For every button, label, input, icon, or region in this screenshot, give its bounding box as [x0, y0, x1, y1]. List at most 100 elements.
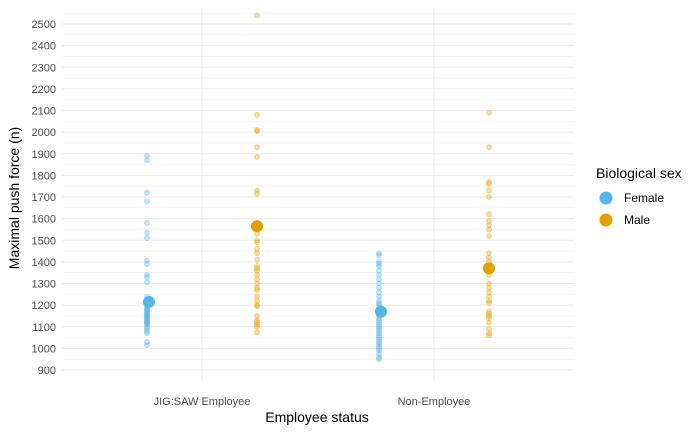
data-point-female: [144, 198, 150, 205]
data-point-female: [376, 350, 382, 357]
data-point-male: [254, 190, 260, 197]
data-point-male: [254, 256, 260, 263]
data-point-female: [376, 338, 382, 345]
data-point-female: [376, 258, 382, 265]
data-point-female: [376, 297, 382, 304]
data-point-female: [144, 309, 150, 316]
y-tick-label: 1400: [32, 257, 56, 269]
data-point-male: [254, 127, 260, 133]
data-point-female: [376, 343, 382, 350]
data-point-female: [376, 336, 382, 343]
data-point-male: [254, 12, 260, 19]
data-point-male: [486, 211, 492, 218]
y-tick-label: 1500: [32, 235, 56, 247]
data-point-female: [376, 300, 382, 306]
y-tick-label: 2200: [32, 84, 56, 96]
data-point-male: [254, 111, 260, 118]
legend-key-female: [599, 191, 613, 205]
data-point-male: [254, 321, 260, 328]
data-point-male: [254, 245, 260, 252]
data-point-male: [254, 144, 260, 151]
data-point-female: [144, 319, 150, 326]
data-point-male: [486, 330, 492, 337]
data-point-male: [254, 271, 260, 278]
data-point-female: [376, 263, 382, 270]
y-tick-label: 2300: [32, 62, 56, 74]
data-point-female: [144, 257, 150, 264]
data-point-male: [486, 109, 492, 116]
data-point-female: [144, 320, 150, 327]
data-point-male: [486, 332, 492, 339]
data-point-male: [254, 319, 260, 326]
data-point-female: [144, 313, 150, 319]
mean-points: [143, 220, 495, 318]
x-tick-label: Non-Employee: [398, 396, 471, 408]
data-point-male: [254, 317, 260, 324]
data-point-male: [254, 323, 260, 330]
data-point-female: [144, 328, 150, 334]
data-point-male: [254, 263, 260, 270]
mean-point-female: [375, 305, 387, 318]
data-point-female: [144, 308, 150, 315]
data-point-male: [486, 254, 492, 261]
data-point-female: [376, 323, 382, 330]
data-point-male: [486, 297, 492, 304]
data-point-female: [376, 326, 382, 332]
data-point-male: [254, 313, 260, 319]
y-tick-label: 1300: [32, 279, 56, 291]
data-point-male: [254, 293, 260, 300]
data-point-male: [254, 297, 260, 304]
data-point-female: [376, 276, 382, 283]
data-point-female: [144, 229, 150, 236]
data-point-male: [486, 308, 492, 315]
data-point-female: [144, 342, 150, 349]
mean-point-female: [143, 295, 155, 308]
data-point-male: [486, 187, 492, 194]
y-tick-label: 1200: [32, 300, 56, 312]
data-point-female: [376, 267, 382, 274]
data-point-male: [486, 313, 492, 319]
data-point-female: [144, 235, 150, 241]
y-tick-label: 2100: [32, 106, 56, 118]
data-point-male: [486, 222, 492, 229]
data-point-male: [486, 233, 492, 239]
legend-key-male: [599, 213, 613, 227]
data-point-male: [254, 265, 260, 272]
data-point-male: [254, 237, 260, 244]
data-point-female: [376, 289, 382, 296]
data-point-female: [376, 332, 382, 339]
data-point-female: [376, 328, 382, 334]
data-point-female: [144, 189, 150, 196]
y-tick-label: 1000: [32, 343, 56, 355]
data-point-female: [376, 317, 382, 324]
y-tick-label: 1600: [32, 214, 56, 226]
data-point-female: [144, 310, 150, 317]
data-point-female: [144, 157, 150, 164]
data-point-male: [254, 302, 260, 309]
y-axis-title: Maximal push force (n): [6, 127, 22, 269]
data-point-male: [486, 194, 492, 200]
y-tick-label: 900: [38, 365, 56, 377]
data-point-female: [144, 311, 150, 318]
data-point-male: [486, 217, 492, 224]
data-point-female: [144, 274, 150, 280]
data-point-female: [144, 315, 150, 321]
data-point-male: [254, 280, 260, 287]
data-point-female: [376, 271, 382, 278]
data-point-female: [376, 330, 382, 337]
data-point-female: [376, 319, 382, 326]
data-point-female: [376, 284, 382, 291]
data-point-female: [376, 293, 382, 300]
data-point-female: [376, 252, 382, 259]
data-point-male: [254, 239, 260, 246]
data-point-male: [254, 284, 260, 291]
data-point-male: [486, 178, 492, 185]
data-point-female: [144, 220, 150, 226]
data-point-female: [376, 334, 382, 341]
data-point-female: [376, 280, 382, 287]
legend-label-male: Male: [624, 213, 650, 227]
data-point-female: [376, 345, 382, 352]
data-point-male: [486, 226, 492, 233]
mean-point-male: [483, 262, 495, 275]
data-point-male: [486, 250, 492, 257]
